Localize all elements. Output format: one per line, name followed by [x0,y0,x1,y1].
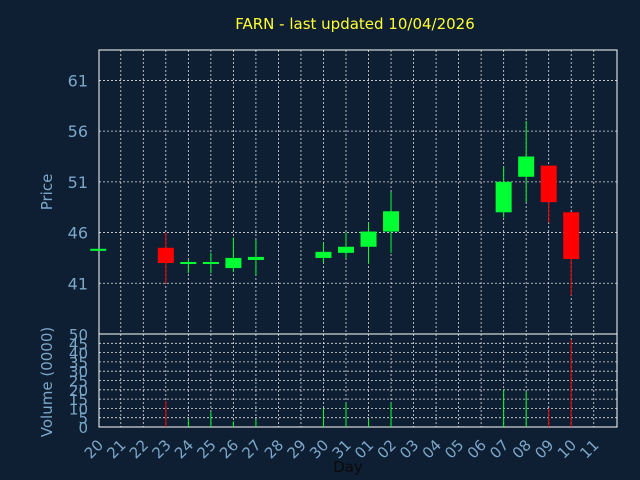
price-grid [99,50,617,334]
volume-tick-label: 45 [69,335,88,353]
x-axis-label: Day [333,458,363,476]
volume-tick-label: 5 [78,410,88,428]
price-tick-label: 41 [68,274,88,293]
volume-tick-label: 15 [69,391,88,409]
candle-body [90,248,107,251]
volume-axis-label: Volume (0000) [38,327,56,437]
candle-body [360,231,377,247]
price-tick-label: 46 [68,224,88,243]
candle-body [247,256,264,260]
volume-tick-label: 40 [69,345,88,363]
price-tick-label: 61 [68,71,88,90]
volume-bars [165,339,572,427]
volume-tick-label: 20 [69,382,88,400]
candle-body [518,156,535,177]
candle-body [157,247,174,263]
volume-tick-label: 25 [69,373,88,391]
volume-grid [99,334,617,427]
price-tick-label: 56 [68,122,88,141]
volume-tick-label: 50 [69,326,88,344]
candle-body [563,212,580,259]
candle-body [180,261,197,265]
price-tick-label: 51 [68,173,88,192]
candle-body [383,211,400,232]
price-axis-label: Price [38,174,56,211]
price-panel [98,49,618,335]
candle-body [540,165,557,203]
volume-tick-label: 0 [78,419,88,437]
x-tick-label: 11 [576,436,602,462]
candle-body [495,181,512,213]
price-axis: 41 46 51 56 61 [68,71,88,293]
volume-tick-label: 35 [69,354,88,372]
chart-title: FARN - last updated 10/04/2026 [235,15,475,33]
candles [90,121,580,296]
candle-body [202,261,219,265]
volume-tick-label: 10 [69,400,88,418]
candle-body [338,246,354,253]
candle-body [225,257,242,269]
candle-body [315,251,332,258]
volume-tick-label: 30 [69,363,88,381]
